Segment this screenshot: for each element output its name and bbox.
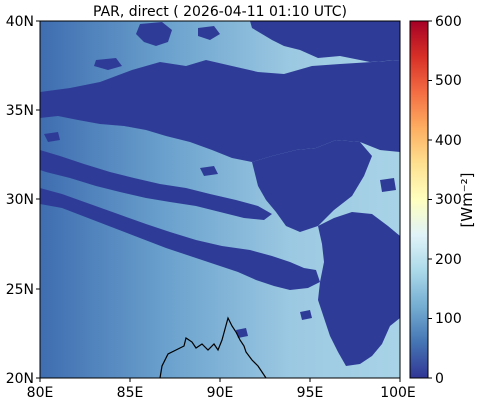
cloud-patch-small-4 xyxy=(200,166,218,176)
colorbar-tick-label: 100 xyxy=(435,311,462,327)
cloud-band-east xyxy=(252,140,372,232)
x-tick-label: 100E xyxy=(380,385,416,401)
x-axis: 80E 85E 90E 95E 100E xyxy=(27,378,416,401)
y-tick-label: 30N xyxy=(6,192,34,208)
cloud-patch-small-1 xyxy=(198,26,220,40)
cloud-band-central xyxy=(40,188,320,290)
y-tick-label: 40N xyxy=(6,14,34,30)
map-title: PAR, direct ( 2026-04-11 01:10 UTC) xyxy=(93,4,347,20)
colorbar-tick-label: 400 xyxy=(435,133,462,149)
colorbar-tick-label: 500 xyxy=(435,73,462,89)
x-tick-label: 95E xyxy=(297,385,324,401)
cloud-patch-small-6 xyxy=(380,178,396,192)
cloud-patch-small-7 xyxy=(360,256,374,268)
y-tick-label: 25N xyxy=(6,282,34,298)
y-tick-label: 20N xyxy=(6,371,34,387)
coastline xyxy=(159,316,267,378)
cloud-patch-small-8 xyxy=(236,328,248,338)
cloud-patch-small-5 xyxy=(284,176,300,190)
cloud-band-west xyxy=(40,150,272,220)
colorbar: 600 500 400 300 200 100 0 [Wm⁻²] xyxy=(409,14,476,387)
map-panel xyxy=(40,21,400,378)
x-tick-label: 85E xyxy=(117,385,144,401)
colorbar-label: [Wm⁻²] xyxy=(458,172,476,227)
y-tick-label: 35N xyxy=(6,103,34,119)
cloud-patch-north-west xyxy=(136,22,172,46)
colorbar-tick-label: 600 xyxy=(435,14,462,30)
cloud-patch-south-east xyxy=(318,212,400,366)
cloud-cover xyxy=(40,21,400,366)
colorbar-tick-label: 200 xyxy=(435,252,462,268)
cloud-band-main xyxy=(40,60,400,162)
y-axis: 40N 35N 30N 25N 20N xyxy=(6,14,40,387)
cloud-patch-small-3 xyxy=(44,132,60,142)
x-tick-label: 80E xyxy=(27,385,54,401)
colorbar-gradient xyxy=(409,20,429,379)
colorbar-tick-label: 300 xyxy=(435,192,462,208)
cloud-patch-small-2 xyxy=(94,58,122,70)
x-tick-label: 90E xyxy=(207,385,234,401)
cloud-patch-north xyxy=(250,21,400,62)
colorbar-tick-label: 0 xyxy=(435,371,444,387)
cloud-patch-small-9 xyxy=(300,310,312,320)
